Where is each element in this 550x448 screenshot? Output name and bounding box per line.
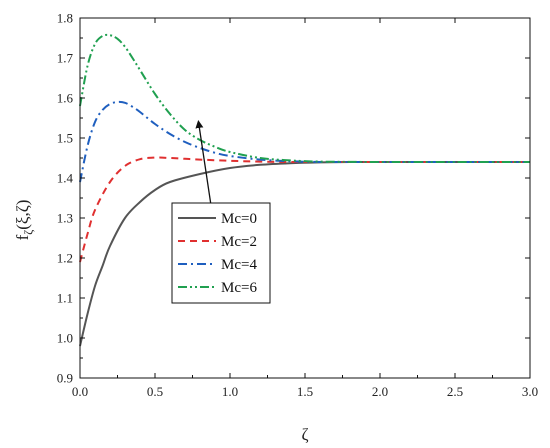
y-tick-label: 1.8 — [57, 11, 73, 26]
series-line-mc-2 — [79, 156, 530, 263]
y-tick-label: 1.3 — [57, 211, 73, 226]
y-axis-title-subscript: ζ — [21, 230, 35, 235]
x-tick-label: 0.5 — [147, 384, 163, 399]
legend-label-mc-0: Mc=0 — [221, 211, 257, 227]
legend-box — [171, 202, 271, 304]
x-tick-label: 2.0 — [372, 384, 388, 399]
y-tick-label: 1.1 — [57, 291, 73, 306]
y-axis-title: fζ(ξ,ζ) — [13, 200, 35, 241]
series-line-mc-6 — [79, 33, 530, 164]
x-tick-label: 2.5 — [447, 384, 463, 399]
series-line-mc-4 — [79, 100, 530, 183]
plot-frame — [79, 17, 531, 379]
x-axis-title: ζ — [301, 425, 308, 444]
x-tick-label: 0.0 — [72, 384, 88, 399]
x-tick-label: 1.5 — [297, 384, 313, 399]
x-tick-label: 1.0 — [222, 384, 238, 399]
y-tick-label: 1.6 — [57, 91, 74, 106]
legend-label-mc-6: Mc=6 — [221, 280, 257, 296]
y-tick-label: 1.7 — [57, 51, 74, 66]
y-tick-label: 1.2 — [57, 251, 73, 266]
y-axis-title-main: f — [13, 234, 32, 240]
series-line-mc-0 — [79, 160, 530, 347]
svg-text:fζ(ξ,ζ): fζ(ξ,ζ) — [13, 200, 35, 241]
y-tick-label: 0.9 — [57, 371, 73, 386]
legend-label-mc-2: Mc=2 — [221, 234, 257, 250]
y-tick-label: 1.4 — [57, 171, 74, 186]
y-tick-label: 1.0 — [57, 331, 73, 346]
y-tick-label: 1.5 — [57, 131, 73, 146]
x-tick-label: 3.0 — [522, 384, 538, 399]
y-axis-title-args: (ξ,ζ) — [13, 200, 32, 230]
legend-label-mc-4: Mc=4 — [221, 257, 257, 273]
